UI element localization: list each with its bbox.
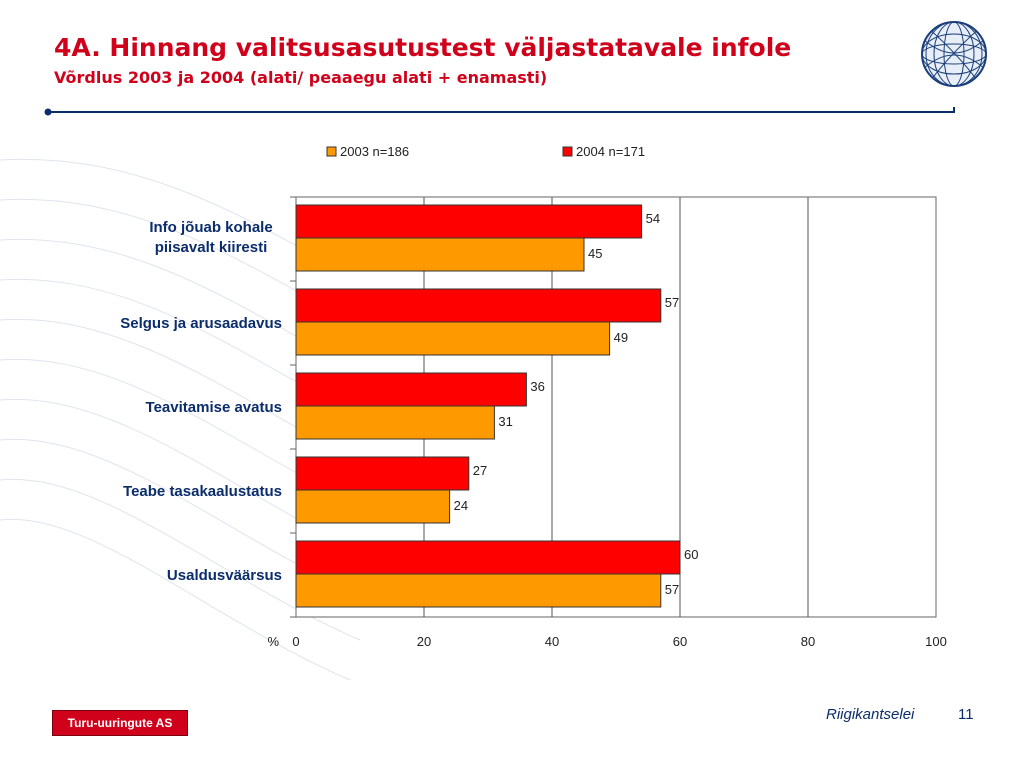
data-label-2003: 49 <box>614 330 628 345</box>
category-label: Usaldusväärsus <box>167 567 282 584</box>
data-label-2004: 36 <box>530 379 544 394</box>
bar-2003 <box>295 573 662 608</box>
data-label-2004: 27 <box>473 463 487 478</box>
bar-2003 <box>295 489 451 524</box>
footer-organization: Riigikantselei <box>826 706 915 723</box>
legend-swatch <box>326 146 337 157</box>
legend-entry: 2004 n=171 <box>576 144 645 159</box>
x-axis-unit-label: % <box>267 634 279 649</box>
globe-logo-icon <box>921 21 987 87</box>
category-label: Selgus ja arusaadavus <box>120 315 282 332</box>
bar-2003 <box>295 321 611 356</box>
data-label-2004: 54 <box>646 211 660 226</box>
bar-2004 <box>295 540 681 575</box>
company-logo-text: Turu-uuringute AS <box>67 716 173 730</box>
category-label: Teabe tasakaalustatus <box>123 483 282 500</box>
company-logo: Turu-uuringute AS <box>52 710 188 736</box>
data-label-2003: 24 <box>454 498 468 513</box>
bar-2004 <box>295 456 470 491</box>
slide-subtitle: Võrdlus 2003 ja 2004 (alati/ peaaegu ala… <box>54 68 548 87</box>
x-tick-label: 0 <box>292 634 299 649</box>
bar-2004 <box>295 204 643 239</box>
x-tick-label: 40 <box>545 634 559 649</box>
x-tick-label: 80 <box>801 634 815 649</box>
x-tick-label: 100 <box>925 634 947 649</box>
slide-title: 4A. Hinnang valitsusasutustest väljastat… <box>54 33 792 62</box>
data-label-2004: 60 <box>684 547 698 562</box>
legend-swatch <box>562 146 573 157</box>
bar-2003 <box>295 237 585 272</box>
bar-2003 <box>295 405 495 440</box>
header-rule <box>44 107 955 116</box>
data-label-2003: 45 <box>588 246 602 261</box>
bar-chart: 0 20 40 60 80 100% 54 45 Info jõuab kohale piisav… <box>120 144 947 649</box>
bar-2004 <box>295 372 527 407</box>
category-label: Info jõuab kohale piisavalt kiiresti <box>149 219 272 256</box>
legend-entry: 2003 n=186 <box>340 144 409 159</box>
data-label-2003: 31 <box>498 414 512 429</box>
data-label-2004: 57 <box>665 295 679 310</box>
x-tick-label: 20 <box>417 634 431 649</box>
category-label: Teavitamise avatus <box>146 399 282 416</box>
bar-2004 <box>295 288 662 323</box>
page-number: 11 <box>958 706 974 723</box>
x-tick-label: 60 <box>673 634 687 649</box>
data-label-2003: 57 <box>665 582 679 597</box>
